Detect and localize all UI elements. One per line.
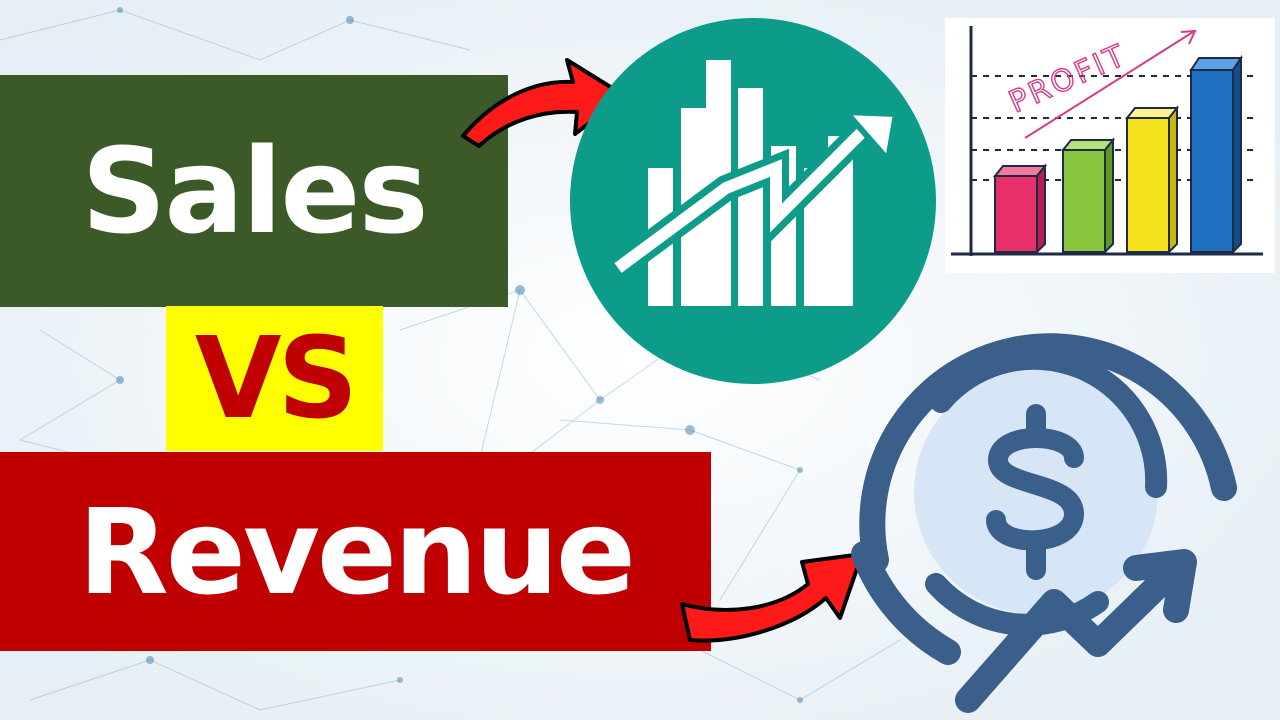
profit-sketch-chart: PROFIT bbox=[945, 18, 1275, 273]
sales-title: Sales bbox=[0, 75, 508, 307]
vs-label: VS bbox=[166, 306, 383, 451]
revenue-title: Revenue bbox=[0, 452, 711, 651]
dollar-growth-icon bbox=[851, 333, 1237, 713]
arrow-icon bbox=[680, 552, 864, 643]
growth-chart-icon bbox=[570, 18, 936, 384]
